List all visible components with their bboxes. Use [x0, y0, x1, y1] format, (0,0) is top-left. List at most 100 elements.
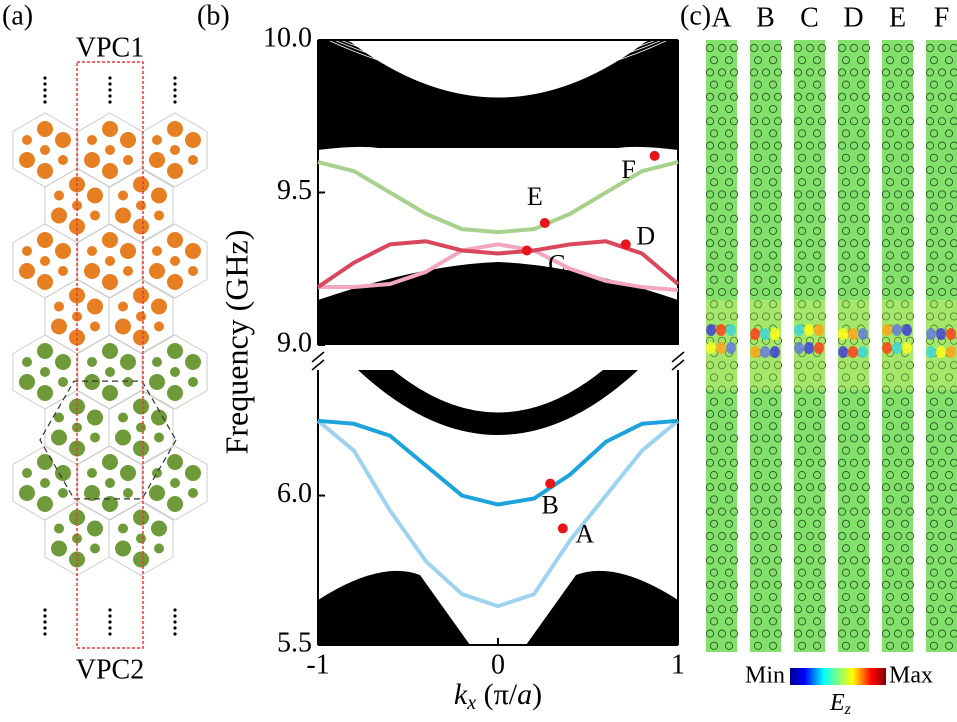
- rod: [51, 319, 67, 335]
- rod: [58, 155, 68, 165]
- rod: [185, 354, 201, 370]
- rod: [22, 246, 32, 256]
- rod: [118, 302, 128, 312]
- rod: [37, 274, 53, 290]
- rod: [87, 468, 97, 478]
- bulk-bands: [318, 40, 678, 345]
- field-band: [706, 300, 737, 390]
- ellipsis-dot: [173, 88, 176, 91]
- ellipsis-dot: [108, 76, 111, 79]
- vpc2-label: VPC2: [76, 654, 144, 685]
- rod: [152, 135, 162, 145]
- rod: [19, 374, 35, 390]
- rod: [167, 121, 183, 137]
- column-label: A: [711, 2, 732, 33]
- rod: [87, 410, 103, 426]
- ellipsis-dot: [43, 100, 46, 103]
- rod: [55, 354, 71, 370]
- rod: [123, 266, 133, 276]
- ellipsis-dot: [43, 626, 46, 629]
- panel-label: (a): [2, 0, 33, 31]
- rod: [170, 145, 180, 155]
- rod: [58, 488, 68, 498]
- rod: [118, 191, 128, 201]
- rod: [54, 524, 64, 534]
- rod: [102, 454, 118, 470]
- bulk-band: [318, 40, 678, 150]
- rod: [136, 312, 146, 322]
- rod: [55, 132, 71, 148]
- rod: [120, 132, 136, 148]
- ellipsis-dot: [108, 620, 111, 623]
- rod: [87, 357, 97, 367]
- rod: [185, 243, 201, 259]
- mode-point: [558, 523, 568, 533]
- point-label: C: [548, 249, 565, 278]
- panel-label: (c): [680, 0, 711, 31]
- colorbar-min: Min: [745, 663, 785, 689]
- colorbar-max: Max: [889, 663, 933, 689]
- rod: [188, 266, 198, 276]
- rod: [19, 263, 35, 279]
- x-label-part: k: [454, 678, 468, 711]
- rod: [37, 343, 53, 359]
- rod: [102, 163, 118, 179]
- rod: [102, 232, 118, 248]
- rod: [19, 485, 35, 501]
- rod: [167, 385, 183, 401]
- ellipsis-dot: [43, 620, 46, 623]
- rod: [152, 357, 162, 367]
- mode-point: [540, 218, 550, 228]
- rod: [40, 478, 50, 488]
- rod: [105, 367, 115, 377]
- rod: [167, 274, 183, 290]
- rod: [90, 322, 100, 332]
- ellipsis-dot: [173, 626, 176, 629]
- panel-label: (b): [197, 0, 230, 31]
- rod: [54, 302, 64, 312]
- ellipsis-dot: [43, 632, 46, 635]
- rod: [133, 330, 149, 346]
- bulk-band: [318, 262, 678, 345]
- x-tick-label: 1: [671, 649, 685, 680]
- rod: [58, 377, 68, 387]
- ellipsis-dot: [173, 94, 176, 97]
- ellipsis-dot: [173, 608, 176, 611]
- rod: [167, 163, 183, 179]
- rod: [118, 413, 128, 423]
- ellipsis-dot: [173, 76, 176, 79]
- rod: [185, 465, 201, 481]
- rod: [87, 521, 103, 537]
- rod: [54, 191, 64, 201]
- ellipsis-dot: [43, 82, 46, 85]
- colorbar: [790, 668, 886, 685]
- bulk-band: [358, 370, 638, 435]
- rod: [102, 274, 118, 290]
- rod: [170, 478, 180, 488]
- rod: [149, 152, 165, 168]
- rod: [37, 454, 53, 470]
- rod: [167, 343, 183, 359]
- ellipsis-dot: [43, 94, 46, 97]
- rod: [22, 357, 32, 367]
- rod: [154, 211, 164, 221]
- rod: [102, 385, 118, 401]
- ellipsis-dot: [108, 632, 111, 635]
- rod: [133, 441, 149, 457]
- rod: [87, 135, 97, 145]
- rod: [167, 454, 183, 470]
- rod: [123, 488, 133, 498]
- mode-point: [545, 479, 555, 489]
- rod: [37, 496, 53, 512]
- rod: [55, 465, 71, 481]
- rod: [188, 155, 198, 165]
- rod: [154, 433, 164, 443]
- x-label-part: (π/: [476, 678, 518, 711]
- rod: [37, 385, 53, 401]
- ellipsis-dot: [108, 608, 111, 611]
- x-label-part: x: [466, 692, 476, 714]
- band-line: [364, 40, 632, 53]
- rod: [19, 152, 35, 168]
- rod: [120, 243, 136, 259]
- rod: [123, 377, 133, 387]
